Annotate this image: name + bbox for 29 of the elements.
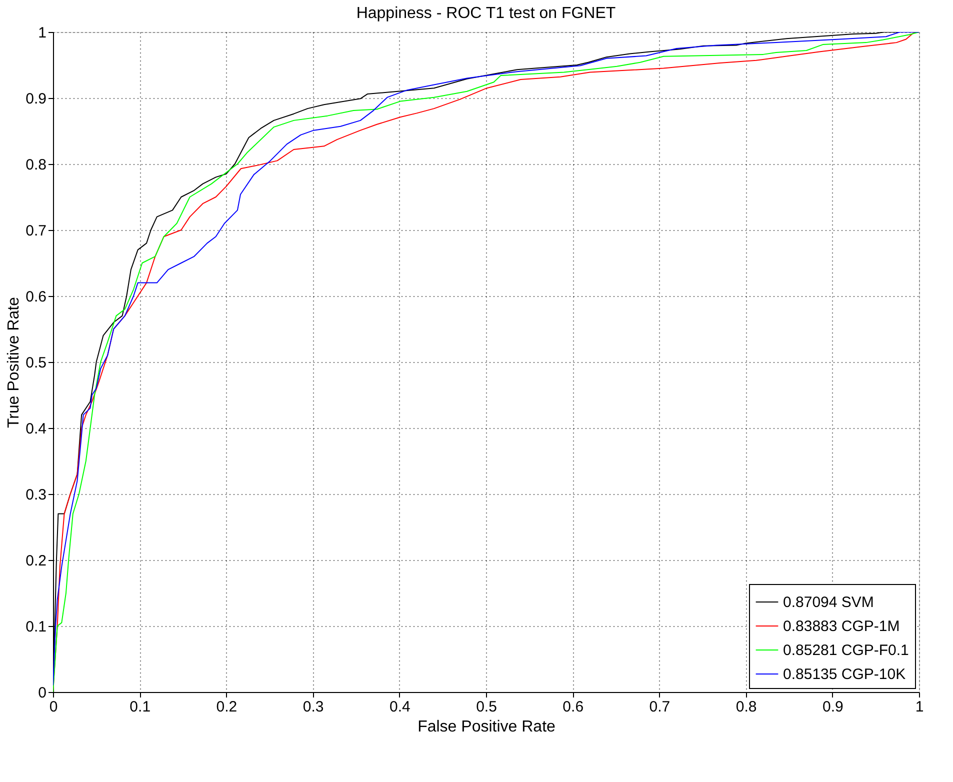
y-tick-label: 0.8 (26, 156, 46, 174)
y-tick-label: 0.2 (26, 552, 46, 570)
y-tick-label: 0 (38, 684, 46, 702)
y-tick-label: 0.4 (26, 420, 46, 438)
x-tick-label: 0.2 (216, 698, 238, 716)
y-tick-label: 1 (38, 24, 46, 42)
x-tick-label: 0.9 (822, 698, 844, 716)
x-tick-label: 0.6 (562, 698, 584, 716)
y-axis-title: True Positive Rate (6, 296, 23, 428)
y-tick-label: 0.5 (26, 354, 46, 372)
x-tick-label: 0 (49, 698, 58, 716)
x-tick-label: 0.3 (302, 698, 324, 716)
y-tick-label: 0.6 (26, 288, 46, 306)
legend-label: 0.83883 CGP-1M (783, 618, 900, 635)
y-tick-label: 0.9 (26, 90, 46, 108)
y-tick-label: 0.3 (26, 486, 46, 504)
chart-title: Happiness - ROC T1 test on FGNET (356, 5, 616, 22)
x-tick-label: 1 (915, 698, 924, 716)
x-tick-label: 0.4 (389, 698, 410, 716)
legend-label: 0.85281 CGP-F0.1 (783, 642, 909, 659)
x-tick-label: 0.8 (736, 698, 757, 716)
x-tick-label: 0.5 (476, 698, 497, 716)
y-tick-label: 0.7 (26, 222, 46, 240)
y-tick-label: 0.1 (26, 618, 46, 636)
x-axis-title: False Positive Rate (418, 718, 556, 736)
legend-label: 0.87094 SVM (783, 594, 874, 611)
legend-label: 0.85135 CGP-10K (783, 666, 906, 683)
x-tick-label: 0.1 (130, 698, 151, 716)
x-tick-label: 0.7 (649, 698, 670, 716)
